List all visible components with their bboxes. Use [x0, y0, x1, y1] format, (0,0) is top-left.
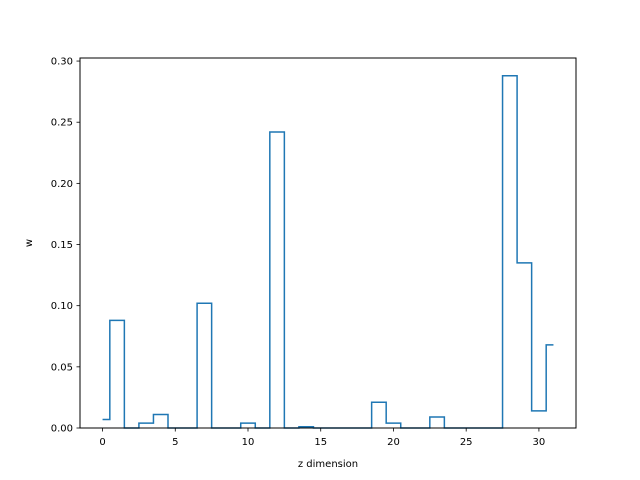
x-tick-label-6: 30: [533, 437, 546, 448]
plot-background: [80, 58, 576, 428]
x-tick-label-4: 20: [387, 437, 400, 448]
y-tick-label-5: 0.25: [51, 118, 73, 129]
y-tick-label-2: 0.10: [51, 301, 73, 312]
plot-frame: [79, 57, 577, 429]
y-tick-label-4: 0.20: [51, 179, 73, 190]
y-axis-label: w: [24, 239, 35, 247]
x-tick-label-5: 25: [460, 437, 473, 448]
y-tick-label-0: 0.00: [51, 424, 73, 435]
y-tick-label-1: 0.05: [51, 362, 73, 373]
x-tick-label-1: 5: [172, 437, 178, 448]
x-tick-label-3: 15: [314, 437, 327, 448]
x-tick-label-0: 0: [99, 437, 105, 448]
x-axis: 0 5 10 15 20 25 30: [99, 428, 545, 448]
x-tick-label-2: 10: [242, 437, 255, 448]
y-tick-label-6: 0.30: [51, 57, 73, 68]
x-axis-label: z dimension: [298, 459, 358, 470]
y-axis: 0.00 0.05 0.10 0.15 0.20 0.25 0.30: [51, 57, 80, 435]
y-tick-label-3: 0.15: [51, 240, 73, 251]
